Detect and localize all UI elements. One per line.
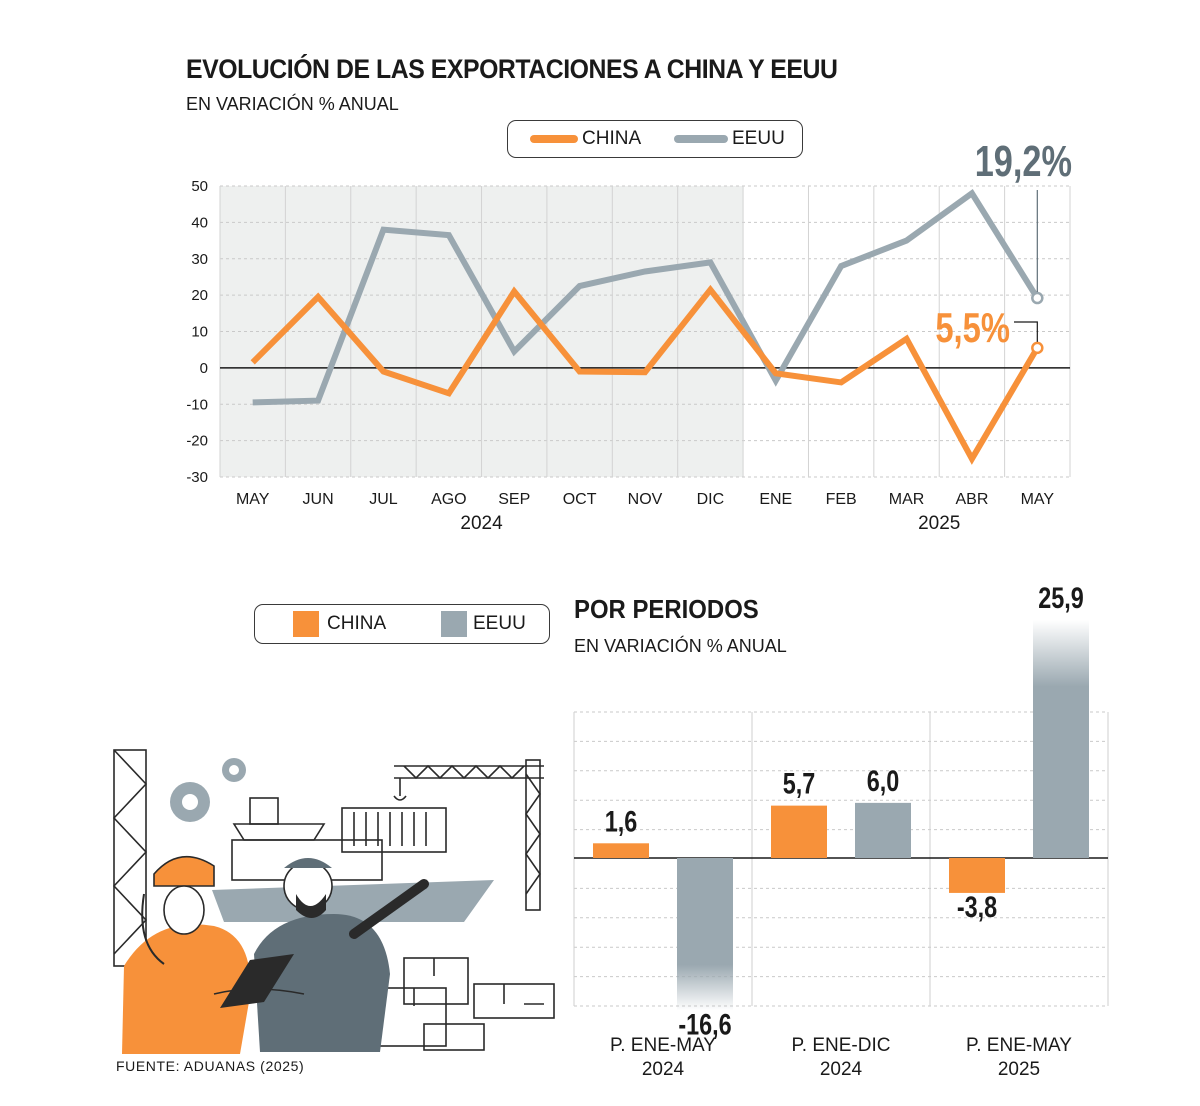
workers-port-illustration <box>112 749 555 1054</box>
x-tick-label: AGO <box>431 491 467 508</box>
china-end-point <box>1031 341 1044 355</box>
category-label: P. ENE-DIC <box>792 1035 891 1056</box>
bar-chart-legend: CHINA EEUU <box>254 604 550 644</box>
eeuu-legend-label: EEUU <box>732 128 785 149</box>
x-tick-label: DIC <box>697 491 725 508</box>
bar-chart-subtitle: EN VARIACIÓN % ANUAL <box>574 636 787 656</box>
y-tick-label: 0 <box>200 360 208 377</box>
china-bar <box>949 858 1005 893</box>
chart-title: EVOLUCIÓN DE LAS EXPORTACIONES A CHINA Y… <box>186 54 838 84</box>
source-note: FUENTE: ADUANAS (2025) <box>116 1058 305 1074</box>
eeuu-legend-label: EEUU <box>473 613 526 634</box>
y-tick-label: -30 <box>186 469 208 486</box>
eeuu-annotation-label: 19,2% <box>975 137 1072 186</box>
chart-subtitle: EN VARIACIÓN % ANUAL <box>186 94 399 114</box>
category-label: 2024 <box>820 1059 863 1080</box>
line-chart-legend: CHINA EEUU <box>507 120 803 158</box>
category-label: 2024 <box>642 1059 685 1080</box>
y-tick-label: 20 <box>191 287 208 304</box>
x-tick-label: MAR <box>889 491 925 508</box>
x-tick-label: MAY <box>1021 491 1055 508</box>
china-legend-label: CHINA <box>327 613 387 634</box>
china-annotation-leader <box>1014 321 1038 342</box>
x-tick-label: JUN <box>303 491 334 508</box>
year-label: 2024 <box>460 513 503 534</box>
x-tick-label: MAY <box>236 491 270 508</box>
china-data-label: 1,6 <box>605 805 638 838</box>
category-label: P. ENE-MAY <box>966 1035 1072 1056</box>
eeuu-end-point <box>1031 291 1044 305</box>
category-label: 2025 <box>998 1059 1040 1080</box>
x-tick-label: FEB <box>826 491 857 508</box>
line-chart: 50 40 30 20 10 0 -10 -20 -30 MAY JUN JUL AGO SEP OCT NO… <box>186 137 1072 534</box>
x-tick-label: ENE <box>759 491 792 508</box>
x-tick-label: JUL <box>369 491 398 508</box>
x-tick-label: SEP <box>498 491 530 508</box>
y-tick-label: 50 <box>191 178 208 195</box>
eeuu-legend-swatch <box>674 135 728 143</box>
bar-chart-title: POR PERIODOS <box>574 594 759 624</box>
y-tick-label: 30 <box>191 251 208 268</box>
china-bar <box>771 805 827 858</box>
x-tick-label: ABR <box>955 491 988 508</box>
eeuu-bar <box>677 858 733 1011</box>
category-label: P. ENE-MAY <box>610 1035 716 1056</box>
eeuu-bar <box>855 802 911 858</box>
x-tick-label: NOV <box>628 491 663 508</box>
china-data-label: -3,8 <box>957 890 997 923</box>
china-bar <box>593 843 649 858</box>
china-legend-swatch <box>293 611 319 637</box>
year-label: 2025 <box>918 513 960 534</box>
y-tick-label: 40 <box>191 214 208 231</box>
china-legend-label: CHINA <box>582 128 642 149</box>
eeuu-data-label: 6,0 <box>867 764 900 797</box>
x-tick-label: OCT <box>563 491 597 508</box>
china-annotation-label: 5,5% <box>935 304 1010 351</box>
china-data-label: 5,7 <box>783 767 816 800</box>
china-legend-swatch <box>530 135 578 143</box>
china-series-line <box>250 284 1040 465</box>
y-tick-label: 10 <box>191 324 208 341</box>
y-tick-label: -20 <box>186 433 208 450</box>
eeuu-data-label: 25,9 <box>1038 581 1084 614</box>
y-tick-label: -10 <box>186 396 208 413</box>
eeuu-series-line <box>252 188 1040 406</box>
eeuu-legend-swatch <box>441 611 467 637</box>
eeuu-bar <box>1033 620 1089 858</box>
eeuu-data-label: -16,6 <box>678 1008 731 1041</box>
